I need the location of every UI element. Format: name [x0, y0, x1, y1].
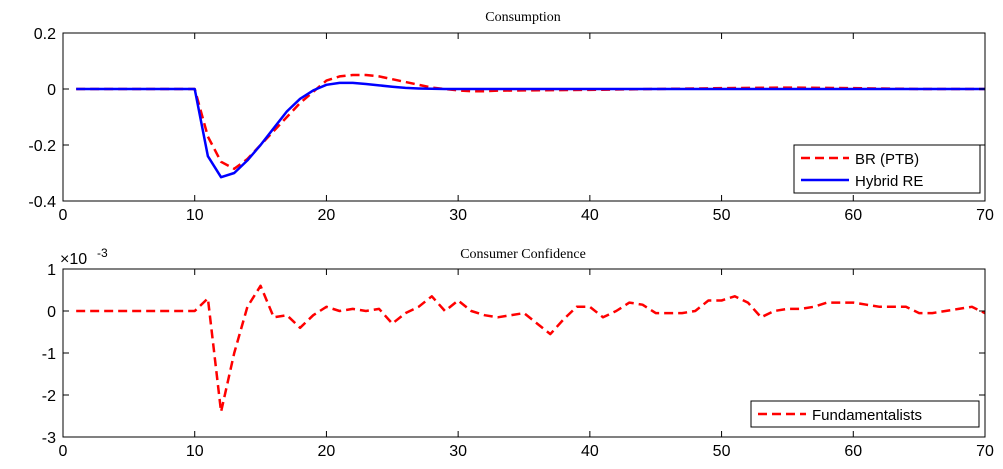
consumption-legend: BR (PTB) Hybrid RE	[793, 144, 981, 194]
consumer-confidence-legend: Fundamentalists	[750, 400, 980, 428]
consumption-title: Consumption	[485, 10, 560, 25]
x-tick-label: 50	[713, 443, 731, 460]
series-line-hybrid-re	[76, 81, 985, 179]
y-tick-label: -3	[42, 430, 56, 447]
consumer-confidence-series-group	[76, 284, 986, 414]
consumption-legend-box	[793, 144, 981, 194]
y-tick-label: 0	[47, 82, 56, 99]
x-tick-label: 0	[59, 443, 68, 460]
consumer-confidence-axes-box	[62, 268, 986, 438]
y-multiplier-exponent: -3	[97, 246, 108, 260]
consumption-axis-ticks: 0 10 20 30 40 50 60 70 0.2 0 -0.2 -0.4	[28, 26, 994, 224]
x-tick-label: 30	[449, 207, 467, 224]
x-tick-label: 70	[976, 207, 994, 224]
legend-hybrid-re-label: Hybrid RE	[855, 173, 923, 190]
x-tick-label: 40	[581, 443, 599, 460]
y-tick-label: 0	[47, 304, 56, 321]
y-tick-label: 1	[47, 262, 56, 279]
x-tick-label: 10	[186, 207, 204, 224]
consumption-series-group	[76, 73, 985, 179]
x-tick-label: 70	[976, 443, 994, 460]
x-tick-label: 30	[449, 443, 467, 460]
series-line-fundamentalists	[76, 284, 986, 414]
legend-fundamentalists-label: Fundamentalists	[812, 407, 922, 424]
y-tick-label: -0.4	[28, 194, 56, 211]
x-tick-label: 20	[318, 443, 336, 460]
legend-br-ptb-label: BR (PTB)	[855, 151, 919, 168]
x-tick-label: 50	[713, 207, 731, 224]
x-tick-label: 60	[844, 443, 862, 460]
x-tick-label: 20	[318, 207, 336, 224]
y-tick-label: 0.2	[34, 26, 56, 43]
y-tick-label: -0.2	[28, 138, 56, 155]
y-multiplier-base: ×10	[60, 251, 87, 268]
consumption-panel: Consumption 0 10 20 30 40 50 60 700.20-0.2-0.4 …	[28, 10, 994, 224]
x-tick-label: 40	[581, 207, 599, 224]
y-tick-label: -1	[42, 346, 56, 363]
x-tick-label: 0	[59, 207, 68, 224]
x-tick-label: 10	[186, 443, 204, 460]
y-tick-label: -2	[42, 388, 56, 405]
consumer-confidence-panel: Consumer Confidence ×10 -3 0 10 20 30 40 50 60…	[42, 246, 994, 460]
consumer-confidence-title: Consumer Confidence	[460, 247, 586, 262]
consumption-axes-box	[62, 32, 986, 202]
x-tick-label: 60	[844, 207, 862, 224]
y-multiplier: ×10 -3	[60, 246, 108, 268]
